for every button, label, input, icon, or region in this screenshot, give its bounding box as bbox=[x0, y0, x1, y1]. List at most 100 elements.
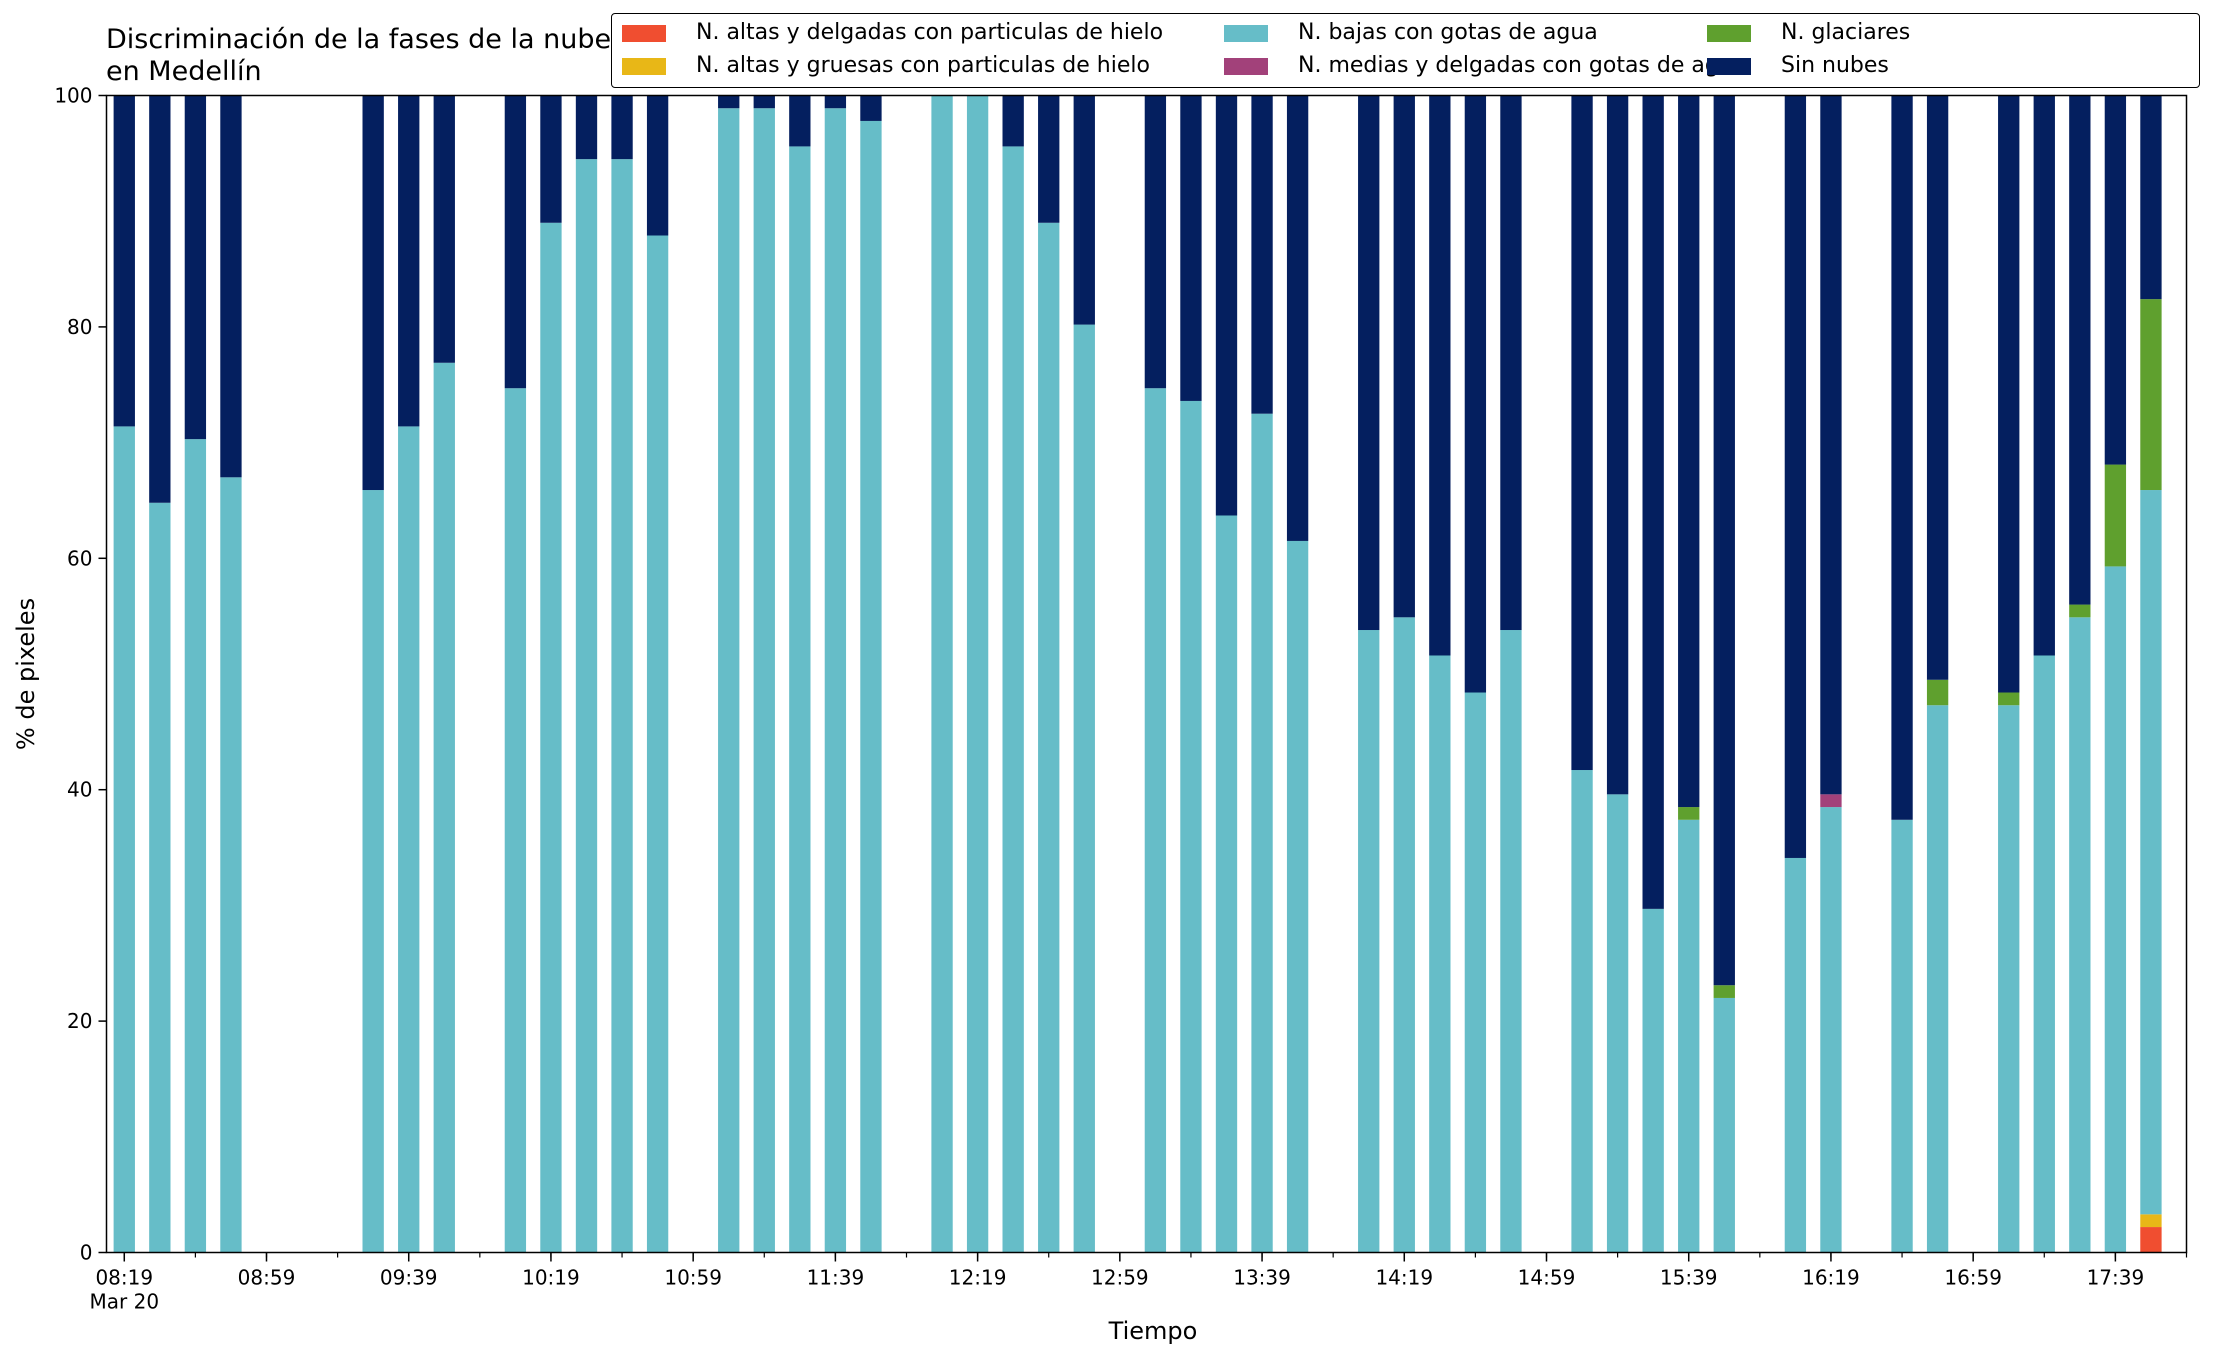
bar-segment-n-altas-y-gruesas-con-particulas-de-hielo bbox=[2140, 1214, 2162, 1228]
x-tick-label: 12:59 bbox=[1091, 1266, 1149, 1290]
x-tick-label: 11:39 bbox=[807, 1266, 865, 1290]
bar-segment-sin-nubes bbox=[113, 95, 135, 427]
bar-segment-sin-nubes bbox=[149, 95, 171, 503]
x-tick-label: 09:39 bbox=[380, 1266, 438, 1290]
x-tick-label: 16:59 bbox=[1944, 1266, 2002, 1290]
x-tick-label: 10:19 bbox=[522, 1266, 580, 1290]
bar-segment-sin-nubes bbox=[1144, 95, 1167, 389]
y-axis: 0 20 40 60 80 100 bbox=[54, 84, 107, 1265]
bar-segment-n-bajas-con-gotas-de-agua bbox=[966, 95, 989, 1253]
bar-segment-sin-nubes bbox=[1784, 95, 1807, 858]
bar-segment-n-bajas-con-gotas-de-agua bbox=[1393, 617, 1415, 1253]
bar-segment-n-bajas-con-gotas-de-agua bbox=[504, 388, 527, 1253]
bar-segment-n-bajas-con-gotas-de-agua bbox=[1144, 388, 1167, 1253]
bar-segment-sin-nubes bbox=[575, 95, 598, 160]
legend-label: N. bajas con gotas de agua bbox=[1298, 20, 1598, 45]
bar-segment-n-bajas-con-gotas-de-agua bbox=[1500, 630, 1522, 1253]
bar-segment-n-glaciares bbox=[2104, 464, 2127, 567]
bar-segment-sin-nubes bbox=[1251, 95, 1273, 414]
legend-label: N. medias y delgadas con gotas de agua bbox=[1298, 53, 1747, 78]
bar-segment-n-bajas-con-gotas-de-agua bbox=[1606, 794, 1629, 1253]
bar-segment-n-bajas-con-gotas-de-agua bbox=[1642, 908, 1664, 1253]
legend-label: N. altas y gruesas con particulas de hie… bbox=[696, 53, 1150, 78]
bar-segment-n-bajas-con-gotas-de-agua bbox=[1251, 413, 1273, 1253]
bar-segment-n-bajas-con-gotas-de-agua bbox=[540, 222, 562, 1253]
x-tick-label: 16:19 bbox=[1802, 1266, 1860, 1290]
bar-segment-sin-nubes bbox=[433, 95, 455, 363]
legend-swatch bbox=[1224, 25, 1268, 42]
bar-segment-n-bajas-con-gotas-de-agua bbox=[220, 477, 242, 1253]
chart-title: Discriminación de la fases de la nube en… bbox=[106, 24, 612, 87]
plot-frame bbox=[105, 94, 2188, 1254]
bar-segment-sin-nubes bbox=[1393, 95, 1415, 618]
bar-segment-sin-nubes bbox=[824, 95, 847, 109]
bar-segment-n-bajas-con-gotas-de-agua bbox=[362, 490, 384, 1253]
bar-segment-n-bajas-con-gotas-de-agua bbox=[575, 159, 598, 1253]
bar-segment-sin-nubes bbox=[789, 95, 811, 147]
bar-segment-n-bajas-con-gotas-de-agua bbox=[789, 146, 811, 1253]
y-tick-label: 60 bbox=[67, 546, 92, 570]
bar-segment-sin-nubes bbox=[2104, 95, 2127, 465]
y-tick-label: 40 bbox=[67, 778, 92, 802]
bar-segment-n-bajas-con-gotas-de-agua bbox=[2033, 655, 2055, 1253]
bar-segment-n-altas-y-delgadas-con-particulas-de-hielo bbox=[2140, 1227, 2162, 1253]
bar-segment-sin-nubes bbox=[1215, 95, 1238, 516]
bar-segment-n-bajas-con-gotas-de-agua bbox=[931, 95, 953, 1253]
y-tick-label: 20 bbox=[67, 1009, 92, 1033]
bar-segment-n-bajas-con-gotas-de-agua bbox=[753, 108, 775, 1253]
bar-segment-n-bajas-con-gotas-de-agua bbox=[1038, 222, 1060, 1253]
legend-swatch bbox=[1224, 58, 1268, 75]
x-tick-label: 08:19 bbox=[95, 1266, 153, 1290]
bar-segment-sin-nubes bbox=[1358, 95, 1380, 631]
x-axis-label: Tiempo bbox=[1108, 1317, 1198, 1345]
bar-segment-sin-nubes bbox=[1820, 95, 1842, 795]
bar-segment-n-bajas-con-gotas-de-agua bbox=[1464, 692, 1487, 1253]
bar-segment-sin-nubes bbox=[1286, 95, 1309, 541]
bar-segment-n-bajas-con-gotas-de-agua bbox=[2104, 566, 2127, 1253]
bar-segment-sin-nubes bbox=[1500, 95, 1522, 631]
bar-segment-sin-nubes bbox=[611, 95, 633, 160]
bar-segment-sin-nubes bbox=[1606, 95, 1629, 795]
bar-segment-n-bajas-con-gotas-de-agua bbox=[646, 235, 669, 1253]
bar-segment-sin-nubes bbox=[718, 95, 740, 109]
x-tick-label: 12:19 bbox=[949, 1266, 1007, 1290]
bar-segment-n-bajas-con-gotas-de-agua bbox=[1571, 770, 1593, 1253]
bar-segment-n-bajas-con-gotas-de-agua bbox=[860, 120, 882, 1253]
bar-segment-n-bajas-con-gotas-de-agua bbox=[398, 426, 420, 1253]
bar-segment-sin-nubes bbox=[184, 95, 207, 440]
bar-segment-n-bajas-con-gotas-de-agua bbox=[718, 108, 740, 1253]
bar-segment-n-bajas-con-gotas-de-agua bbox=[1891, 819, 1913, 1253]
x-tick-label: 13:39 bbox=[1233, 1266, 1291, 1290]
bar-segment-sin-nubes bbox=[362, 95, 384, 491]
bar-segment-n-bajas-con-gotas-de-agua bbox=[611, 159, 633, 1253]
bar-segment-sin-nubes bbox=[646, 95, 669, 236]
x-tick-label: 10:59 bbox=[664, 1266, 722, 1290]
bar-segment-sin-nubes bbox=[1891, 95, 1913, 820]
y-tick-label: 80 bbox=[67, 315, 92, 339]
bar-segment-sin-nubes bbox=[1002, 95, 1024, 147]
bar-segment-n-bajas-con-gotas-de-agua bbox=[433, 362, 455, 1253]
x-tick-label: 17:39 bbox=[2087, 1266, 2145, 1290]
y-axis-label: % de pixeles bbox=[12, 598, 40, 750]
x-tick-label: 14:59 bbox=[1518, 1266, 1576, 1290]
bar-segment-sin-nubes bbox=[1073, 95, 1095, 325]
x-tick-label: 14:19 bbox=[1375, 1266, 1433, 1290]
bar-segment-sin-nubes bbox=[1926, 95, 1949, 680]
bar-segment-n-glaciares bbox=[1713, 985, 1735, 998]
bar-segment-n-glaciares bbox=[2069, 604, 2091, 618]
bar-segment-n-bajas-con-gotas-de-agua bbox=[1926, 705, 1949, 1253]
bar-segment-sin-nubes bbox=[860, 95, 882, 121]
legend-swatch bbox=[1707, 25, 1751, 42]
bar-segment-sin-nubes bbox=[1429, 95, 1451, 656]
legend-swatch bbox=[622, 58, 666, 75]
bar-segment-n-medias-y-delgadas-con-gotas-de-agua bbox=[1820, 794, 1842, 808]
bar-segment-sin-nubes bbox=[398, 95, 420, 427]
bar-segment-n-bajas-con-gotas-de-agua bbox=[184, 439, 207, 1253]
bar-segment-sin-nubes bbox=[1571, 95, 1593, 771]
bar-segment-n-glaciares bbox=[1926, 679, 1949, 706]
bar-segment-n-bajas-con-gotas-de-agua bbox=[1429, 655, 1451, 1253]
bar-segment-n-bajas-con-gotas-de-agua bbox=[1002, 146, 1024, 1253]
x-tick-label: 08:59 bbox=[238, 1266, 296, 1290]
